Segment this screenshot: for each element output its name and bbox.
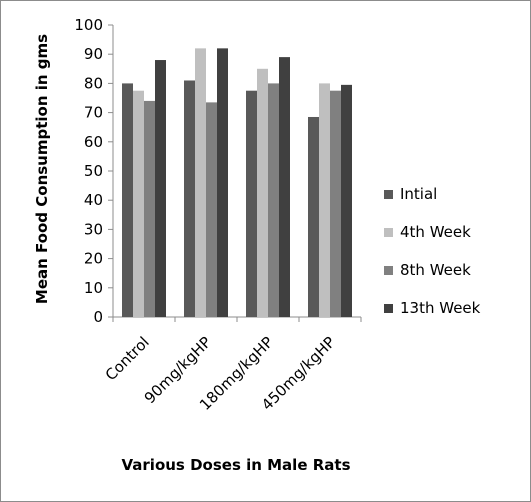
bar (144, 100, 155, 317)
legend-label: 4th Week (400, 223, 471, 241)
bar-series (122, 48, 352, 318)
y-tick-label: 10 (84, 279, 103, 297)
x-tick-label: Control (102, 333, 153, 384)
legend-swatch (384, 304, 393, 313)
bar (195, 48, 206, 318)
x-axis-title: Various Doses in Male Rats (122, 456, 351, 474)
bar (268, 83, 279, 318)
bar (341, 84, 352, 317)
bar (184, 80, 195, 317)
y-tick-label: 20 (84, 250, 103, 268)
y-tick-label: 0 (93, 308, 103, 326)
y-tick-label: 40 (84, 191, 103, 209)
bar (319, 83, 330, 318)
legend-swatch (384, 190, 393, 199)
legend-swatch (384, 228, 393, 237)
legend-label: 13th Week (400, 299, 481, 317)
y-tick-label: 50 (84, 162, 103, 180)
bar (122, 83, 133, 318)
y-tick-label: 80 (84, 74, 103, 92)
y-tick-label: 30 (84, 220, 103, 238)
bar (206, 102, 217, 317)
y-axis-ticks: 0 10 20 30 40 50 60 70 80 90 100 (74, 16, 113, 326)
legend-label: 8th Week (400, 261, 471, 279)
bar (217, 48, 228, 318)
bar (279, 57, 290, 318)
y-tick-label: 100 (74, 16, 103, 34)
legend-swatch (384, 266, 393, 275)
bar (246, 90, 257, 317)
bar (308, 116, 319, 317)
legend-label: Intial (400, 185, 437, 203)
bar (330, 90, 341, 317)
y-tick-label: 60 (84, 133, 103, 151)
y-tick-label: 90 (84, 45, 103, 63)
bar (257, 68, 268, 317)
bar (133, 90, 144, 317)
legend: Intial 4th Week 8th Week 13th Week (384, 185, 481, 317)
bar (155, 60, 166, 317)
y-tick-label: 70 (84, 104, 103, 122)
y-axis-title: Mean Food Consumption in gms (33, 34, 51, 304)
